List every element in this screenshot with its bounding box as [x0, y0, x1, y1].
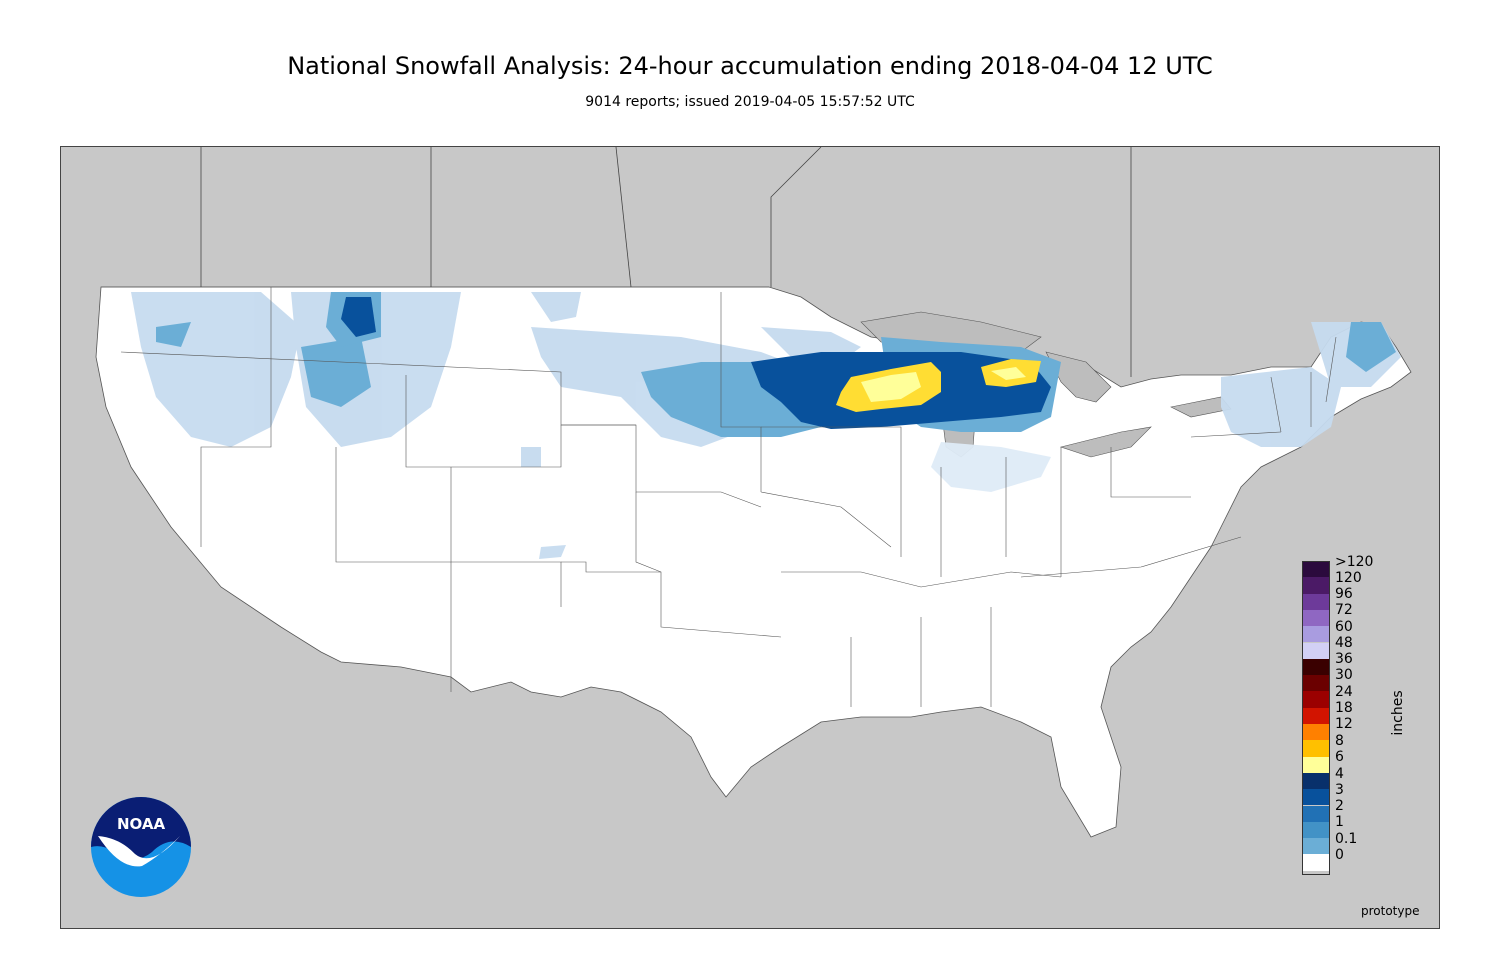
lake-huron: [1045, 351, 1112, 403]
legend-label: 8: [1335, 733, 1344, 749]
state-borders: [101, 286, 1337, 707]
noaa-logo-icon: NOAA: [91, 797, 191, 897]
legend-label: 24: [1335, 684, 1353, 700]
legend-label: 0.1: [1335, 831, 1358, 847]
legend-label: 6: [1335, 749, 1344, 765]
legend-swatch: [1302, 838, 1329, 855]
lake-erie: [1059, 426, 1152, 458]
snow-6-inches: [861, 367, 1026, 402]
legend-swatch: [1302, 658, 1329, 676]
legend-label: 48: [1335, 635, 1353, 651]
legend-swatch: [1302, 724, 1329, 741]
legend-label: 12: [1335, 716, 1353, 732]
map-subtitle: 9014 reports; issued 2019-04-05 15:57:52…: [585, 94, 915, 110]
legend-swatch: [1302, 854, 1329, 871]
legend-swatch: [1302, 805, 1329, 822]
legend-label: 60: [1335, 619, 1353, 635]
legend-label: 18: [1335, 700, 1353, 716]
legend-swatch: [1302, 609, 1329, 627]
legend-label: >120: [1335, 554, 1374, 570]
noaa-logo: NOAA: [90, 796, 192, 902]
legend-label: 36: [1335, 651, 1353, 667]
gulf-of-mexico: [681, 707, 1071, 928]
legend-swatch: [1302, 577, 1329, 594]
conus-land: [95, 286, 1412, 838]
legend-swatch: [1302, 789, 1329, 806]
legend-swatch: [1302, 740, 1329, 757]
legend-swatch: [1302, 707, 1329, 724]
legend-label: 120: [1335, 570, 1362, 586]
legend-label: 1: [1335, 814, 1344, 830]
legend-swatch: [1302, 691, 1329, 708]
legend-label: 72: [1335, 602, 1353, 618]
snowfall-map: prototype: [60, 146, 1440, 929]
legend-label: 96: [1335, 586, 1353, 602]
legend-label: 0: [1335, 847, 1344, 863]
legend-swatch: [1302, 756, 1329, 773]
noaa-logo-text: NOAA: [117, 815, 166, 833]
legend-swatch: [1302, 772, 1329, 790]
legend-label: 30: [1335, 667, 1353, 683]
map-canvas: [61, 147, 1439, 928]
legend-label: 2: [1335, 798, 1344, 814]
map-title: National Snowfall Analysis: 24-hour accu…: [287, 52, 1213, 80]
prototype-watermark: prototype: [1361, 904, 1420, 918]
pacific-ocean: [61, 287, 360, 928]
legend-swatch: [1302, 821, 1329, 839]
legend-swatch: [1302, 642, 1329, 659]
legend-swatch: [1302, 561, 1329, 578]
legend-swatch: [1302, 675, 1329, 692]
legend-swatch: [1302, 626, 1329, 643]
legend-units: inches: [1390, 690, 1406, 736]
legend-swatch: [1302, 593, 1329, 610]
legend-label: 4: [1335, 766, 1344, 782]
country-borders: [200, 147, 1132, 377]
legend-label: 3: [1335, 782, 1344, 798]
